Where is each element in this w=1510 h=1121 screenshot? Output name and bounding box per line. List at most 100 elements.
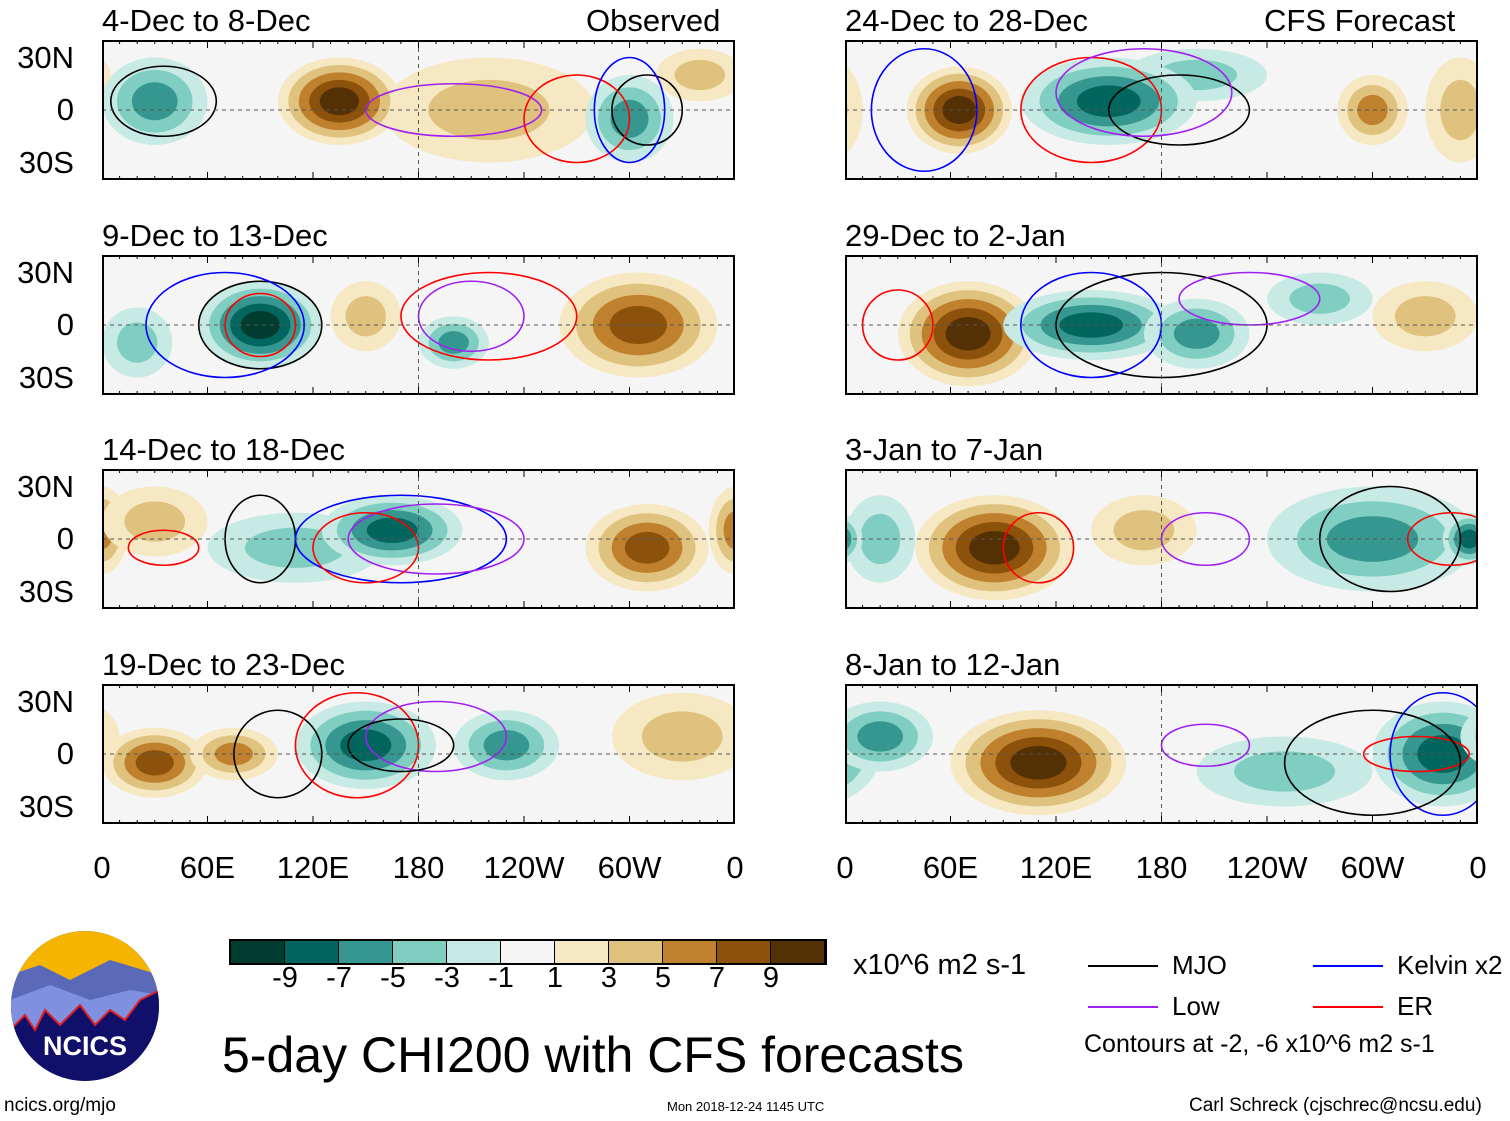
lon-label: 120W [483, 850, 565, 885]
anomaly-shading [240, 311, 280, 339]
forecast-label: CFS Forecast [1264, 3, 1456, 38]
lat-label: 30S [18, 788, 74, 824]
anomaly-shading [624, 531, 670, 564]
anomaly-shading [945, 316, 991, 351]
low-contour [1178, 271, 1321, 326]
colorbar-label: -5 [380, 962, 406, 994]
legend-er: ER [1313, 991, 1433, 1022]
anomaly-shading [1010, 745, 1067, 780]
anomaly-shading [131, 82, 178, 121]
lon-label: 60W [597, 850, 662, 885]
panel-title: 19-Dec to 23-Dec [102, 647, 345, 682]
anomaly-shading [641, 711, 723, 762]
colorbar-label: -7 [326, 962, 352, 994]
footer-url: ncics.org/mjo [4, 1095, 116, 1116]
map-panel [845, 684, 1478, 824]
map-panel [102, 684, 735, 824]
legend-label: Low [1172, 991, 1220, 1021]
panel-title: 8-Jan to 12-Jan [845, 647, 1061, 682]
colorbar-swatch [231, 941, 285, 963]
colorbar-label: -1 [488, 962, 514, 994]
colorbar-swatch [663, 941, 717, 963]
lon-label: 0 [1469, 850, 1487, 885]
er-contour [294, 691, 420, 799]
lon-label: 180 [1135, 850, 1188, 885]
anomaly-shading [340, 729, 392, 762]
colorbar-label: -9 [272, 962, 298, 994]
legend-label: MJO [1172, 950, 1227, 980]
lon-label: 120W [1226, 850, 1308, 885]
lat-label: 30N [17, 683, 74, 719]
panel-title: 9-Dec to 13-Dec [102, 218, 328, 253]
colorbar-swatch [501, 941, 555, 963]
low-contour [347, 503, 525, 575]
mjo-contour [1283, 709, 1462, 817]
colorbar-label: 1 [546, 962, 564, 994]
anomaly-shading [483, 730, 530, 761]
low-contour [364, 700, 508, 773]
footer-timestamp: Mon 2018-12-24 1145 UTC [667, 1099, 825, 1114]
legend-label: Kelvin x2 [1397, 950, 1503, 980]
colorbar-label: 9 [762, 962, 780, 994]
anomaly-shading [1357, 94, 1388, 126]
er-contour [523, 74, 631, 164]
colorbar-label: 5 [654, 962, 672, 994]
colorbar-label: 3 [600, 962, 618, 994]
panel-title: 29-Dec to 2-Jan [845, 218, 1066, 253]
colorbar-label: 7 [708, 962, 726, 994]
colorbar-swatch [555, 941, 609, 963]
er-contour [400, 271, 578, 361]
colorbar-label: -3 [434, 962, 460, 994]
anomaly-shading [1076, 85, 1141, 118]
lat-label: 30N [17, 468, 74, 504]
lat-label: 30N [17, 39, 74, 75]
anomaly-shading [1459, 529, 1478, 549]
colorbar-swatch [285, 941, 339, 963]
mjo-line-swatch [1088, 964, 1158, 967]
mjo-contour [109, 65, 218, 138]
lat-label: 0 [56, 92, 74, 127]
lon-label: 120E [276, 850, 350, 885]
er-contour [312, 511, 420, 584]
er-contour [1002, 511, 1075, 584]
mjo-contour [611, 74, 684, 146]
anomaly-shading [345, 296, 386, 337]
anomaly-shading [1113, 510, 1175, 551]
lat-label: 30S [18, 359, 74, 395]
anomaly-shading [969, 530, 1020, 565]
footer-author: Carl Schreck (cjschrec@ncsu.edu) [1189, 1095, 1482, 1116]
anomaly-shading [1173, 318, 1220, 349]
panel-title: 14-Dec to 18-Dec [102, 432, 345, 467]
anomaly-shading [1234, 751, 1336, 792]
lon-label: 60W [1340, 850, 1405, 885]
units-label: x10^6 m2 s-1 [853, 949, 1027, 981]
lon-label: 60E [179, 850, 236, 885]
kelvin-line-swatch [1313, 964, 1383, 967]
lat-label: 0 [56, 736, 74, 771]
lon-label: 60E [922, 850, 979, 885]
panel-title: 3-Jan to 7-Jan [845, 432, 1044, 467]
figure-title: 5-day CHI200 with CFS forecasts [222, 1027, 964, 1083]
anomaly-shading [319, 87, 360, 116]
legend-label: ER [1397, 991, 1434, 1021]
ncics-logo: NCICS [11, 931, 159, 1081]
anomaly-shading [674, 59, 726, 91]
kelvin-contour [1020, 271, 1163, 379]
lat-label: 30N [17, 254, 74, 290]
anomaly-shading [116, 322, 158, 363]
logo-text: NCICS [43, 1031, 127, 1061]
er-line-swatch [1313, 1005, 1383, 1008]
map-panel [102, 255, 735, 395]
lon-label: 0 [726, 850, 744, 885]
legend-kelvin: Kelvin x2 [1313, 950, 1503, 981]
lon-label: 0 [93, 850, 111, 885]
anomaly-shading [124, 501, 186, 542]
colorbar [229, 939, 827, 965]
colorbar-swatch [771, 941, 825, 963]
anomaly-shading [1326, 516, 1419, 562]
mjo-contour [347, 718, 455, 773]
anomaly-shading [723, 511, 735, 550]
anomaly-shading [1394, 296, 1456, 337]
low-contour [364, 82, 543, 138]
